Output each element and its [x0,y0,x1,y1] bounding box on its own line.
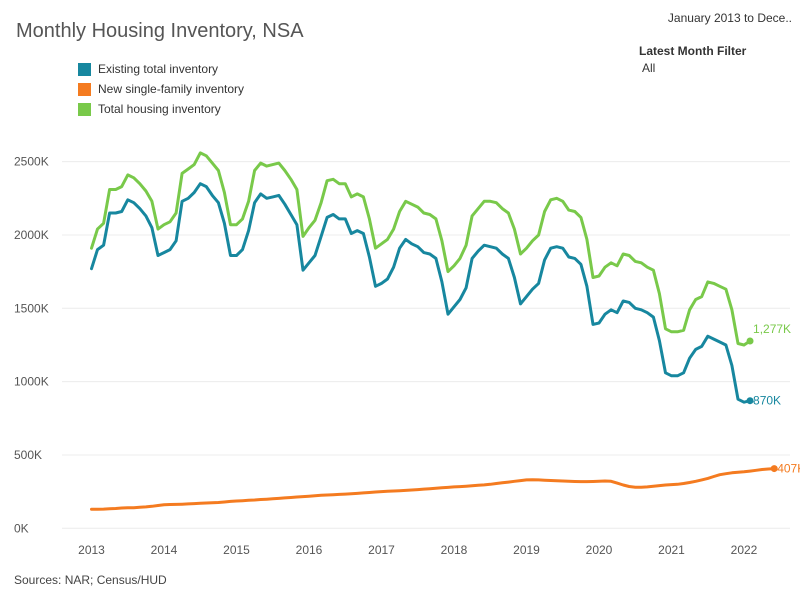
chart-legend: Existing total inventory New single-fami… [78,59,244,119]
x-tick-label: 2022 [731,543,758,557]
legend-label-existing: Existing total inventory [98,62,219,76]
series-line [90,151,752,347]
latest-month-filter-value[interactable]: All [642,61,656,75]
legend-swatch-total [78,102,91,116]
x-tick-label: 2018 [441,543,468,557]
series-end-label: 407K [777,462,800,476]
legend-swatch-existing [78,62,91,76]
x-tick-label: 2013 [78,543,105,557]
x-tick-label: 2014 [151,543,178,557]
series-end-label: 870K [753,394,781,408]
x-tick-label: 2017 [368,543,395,557]
x-tick-label: 2020 [586,543,613,557]
y-tick-label: 2000K [14,228,49,242]
y-tick-label: 0K [14,521,29,535]
y-tick-label: 1500K [14,301,49,315]
latest-month-filter-label: Latest Month Filter [639,44,747,58]
series-end-point [770,465,778,473]
series-line [90,182,752,404]
legend-item-existing[interactable]: Existing total inventory [78,59,244,79]
y-tick-label: 500K [14,448,42,462]
y-tick-label: 1000K [14,375,49,389]
x-tick-label: 2016 [296,543,323,557]
x-tick-label: 2015 [223,543,250,557]
date-range-label: January 2013 to Dece.. [667,11,792,25]
y-tick-label: 2500K [14,155,49,169]
series-line [90,467,776,511]
legend-label-total: Total housing inventory [98,102,221,116]
source-note: Sources: NAR; Census/HUD [14,573,167,587]
series-end-point [746,397,754,405]
legend-item-total[interactable]: Total housing inventory [78,99,244,119]
chart-title: Monthly Housing Inventory, NSA [16,20,304,42]
series-end-point [746,337,754,345]
legend-item-new-single-family[interactable]: New single-family inventory [78,79,244,99]
legend-label-new-single-family: New single-family inventory [98,82,245,96]
legend-swatch-new-single-family [78,82,91,96]
x-tick-label: 2021 [658,543,685,557]
x-tick-label: 2019 [513,543,540,557]
series-end-label: 1,277K [753,322,791,336]
